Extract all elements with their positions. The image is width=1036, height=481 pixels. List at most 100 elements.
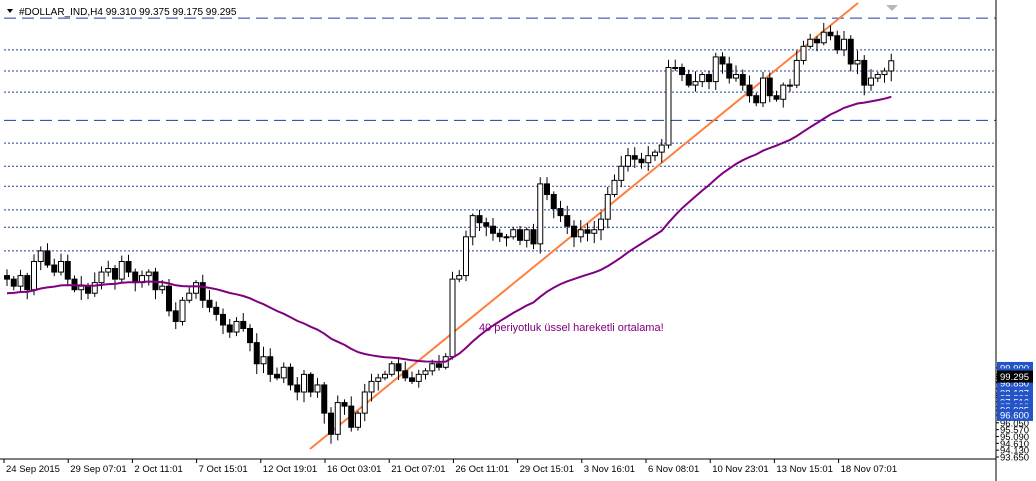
symbol-ohlc-label: #DOLLAR_IND,H4 99.310 99.375 99.175 99.2… [19, 7, 237, 18]
candle-body [44, 250, 51, 266]
candle-body [388, 363, 395, 375]
candle-body [523, 229, 530, 241]
candle-body [739, 74, 746, 86]
candle-body [888, 60, 895, 72]
candle-body [847, 38, 854, 65]
candle-body [692, 81, 699, 86]
candle-body [314, 384, 321, 393]
y-tick-label: 94.610 [1000, 439, 1029, 450]
x-tick-label: 18 Nov 07:01 [841, 464, 898, 475]
candle-body [773, 95, 780, 100]
candle-body [746, 84, 753, 97]
candle-body [422, 370, 429, 375]
candle-body [307, 373, 314, 393]
candle-body [280, 366, 287, 379]
candle-body [631, 155, 638, 160]
candle-body [726, 63, 733, 79]
candle-body [58, 260, 64, 273]
x-tick-label: 29 Oct 15:01 [520, 464, 574, 475]
x-tick-label: 24 Sep 2015 [6, 464, 60, 475]
chart-header: #DOLLAR_IND,H4 99.310 99.375 99.175 99.2… [7, 7, 237, 18]
candle-body [456, 275, 463, 280]
candle-body [260, 356, 267, 365]
candle-body [584, 229, 591, 234]
trendline[interactable] [309, 2, 859, 450]
candle-body [334, 402, 341, 435]
candle-body [780, 84, 787, 100]
candle-body [645, 155, 652, 164]
candle-body [598, 218, 604, 231]
y-tick-label: 96.050 [1000, 418, 1029, 429]
x-tick-label: 2 Oct 11:01 [134, 464, 182, 475]
candle-body [868, 77, 874, 86]
candle-body [361, 391, 368, 414]
level-price-label: 96.600 [1000, 410, 1029, 421]
candle-body [382, 373, 388, 379]
candle-body [766, 77, 773, 97]
candle-body [51, 264, 58, 273]
x-tick-label: 6 Nov 08:01 [648, 464, 699, 475]
candle-body [166, 285, 172, 312]
candle-body [91, 282, 98, 294]
candle-body [861, 59, 868, 86]
candle-body [841, 38, 847, 51]
candle-body [328, 412, 334, 435]
candle-body [240, 320, 247, 329]
candle-body [179, 299, 186, 322]
candle-body [267, 356, 274, 375]
candle-body [679, 66, 685, 76]
candle-body [712, 56, 719, 83]
candle-body [145, 271, 152, 277]
x-tick-label: 7 Oct 15:01 [199, 464, 248, 475]
current-price-label-box [997, 370, 1033, 383]
candle-body [125, 260, 132, 273]
level-price-label: 98.850 [1000, 378, 1029, 389]
autoscroll-marker-icon[interactable] [886, 5, 898, 11]
y-tick-label: 94.130 [1000, 446, 1029, 457]
candle-body [550, 193, 557, 210]
candle-body [827, 31, 834, 37]
price-level-labels: 99.90098.45099.45099.15098.85098.12797.8… [997, 361, 1033, 421]
candle-body [186, 292, 193, 301]
x-tick-label: 29 Sep 07:01 [70, 464, 127, 475]
candle-body [37, 250, 44, 262]
candle-body [253, 342, 260, 365]
y-tick-label: 93.650 [1000, 453, 1029, 464]
horizontal-levels [4, 17, 996, 252]
candle-body [685, 74, 692, 86]
ema-annotation: 40 periyotluk üssel hareketli ortalama! [479, 322, 664, 334]
ema-layer [6, 95, 892, 363]
candle-body [733, 74, 739, 79]
candle-body [638, 158, 645, 164]
candle-body [348, 405, 355, 428]
candle-body [577, 229, 584, 238]
candle-body [874, 74, 881, 79]
candle-body [557, 208, 564, 217]
candle-body [199, 282, 206, 301]
candle-body [652, 151, 658, 157]
candle-body [105, 268, 112, 273]
candle-body [172, 310, 179, 322]
candle-body [760, 77, 766, 104]
y-tick-label: 95.570 [1000, 425, 1029, 436]
ema-line[interactable] [6, 95, 892, 363]
candle-body [64, 260, 71, 280]
candle-body [625, 155, 631, 167]
candle-body [132, 271, 139, 284]
candle-body [463, 236, 469, 277]
x-tick-label: 12 Oct 19:01 [263, 464, 317, 475]
candle-body [503, 236, 510, 239]
candle-body [665, 66, 672, 146]
level-price-label-box [997, 408, 1033, 421]
candle-body [658, 144, 665, 153]
candle-body [429, 363, 436, 372]
chart-menu-triangle-icon[interactable] [7, 9, 13, 13]
candle-body [807, 38, 814, 47]
candle-body [544, 183, 550, 195]
candle-body [206, 299, 213, 308]
candle-body [854, 59, 861, 65]
candle-body [436, 363, 442, 368]
candle-body [193, 282, 199, 294]
candle-body [402, 370, 409, 379]
